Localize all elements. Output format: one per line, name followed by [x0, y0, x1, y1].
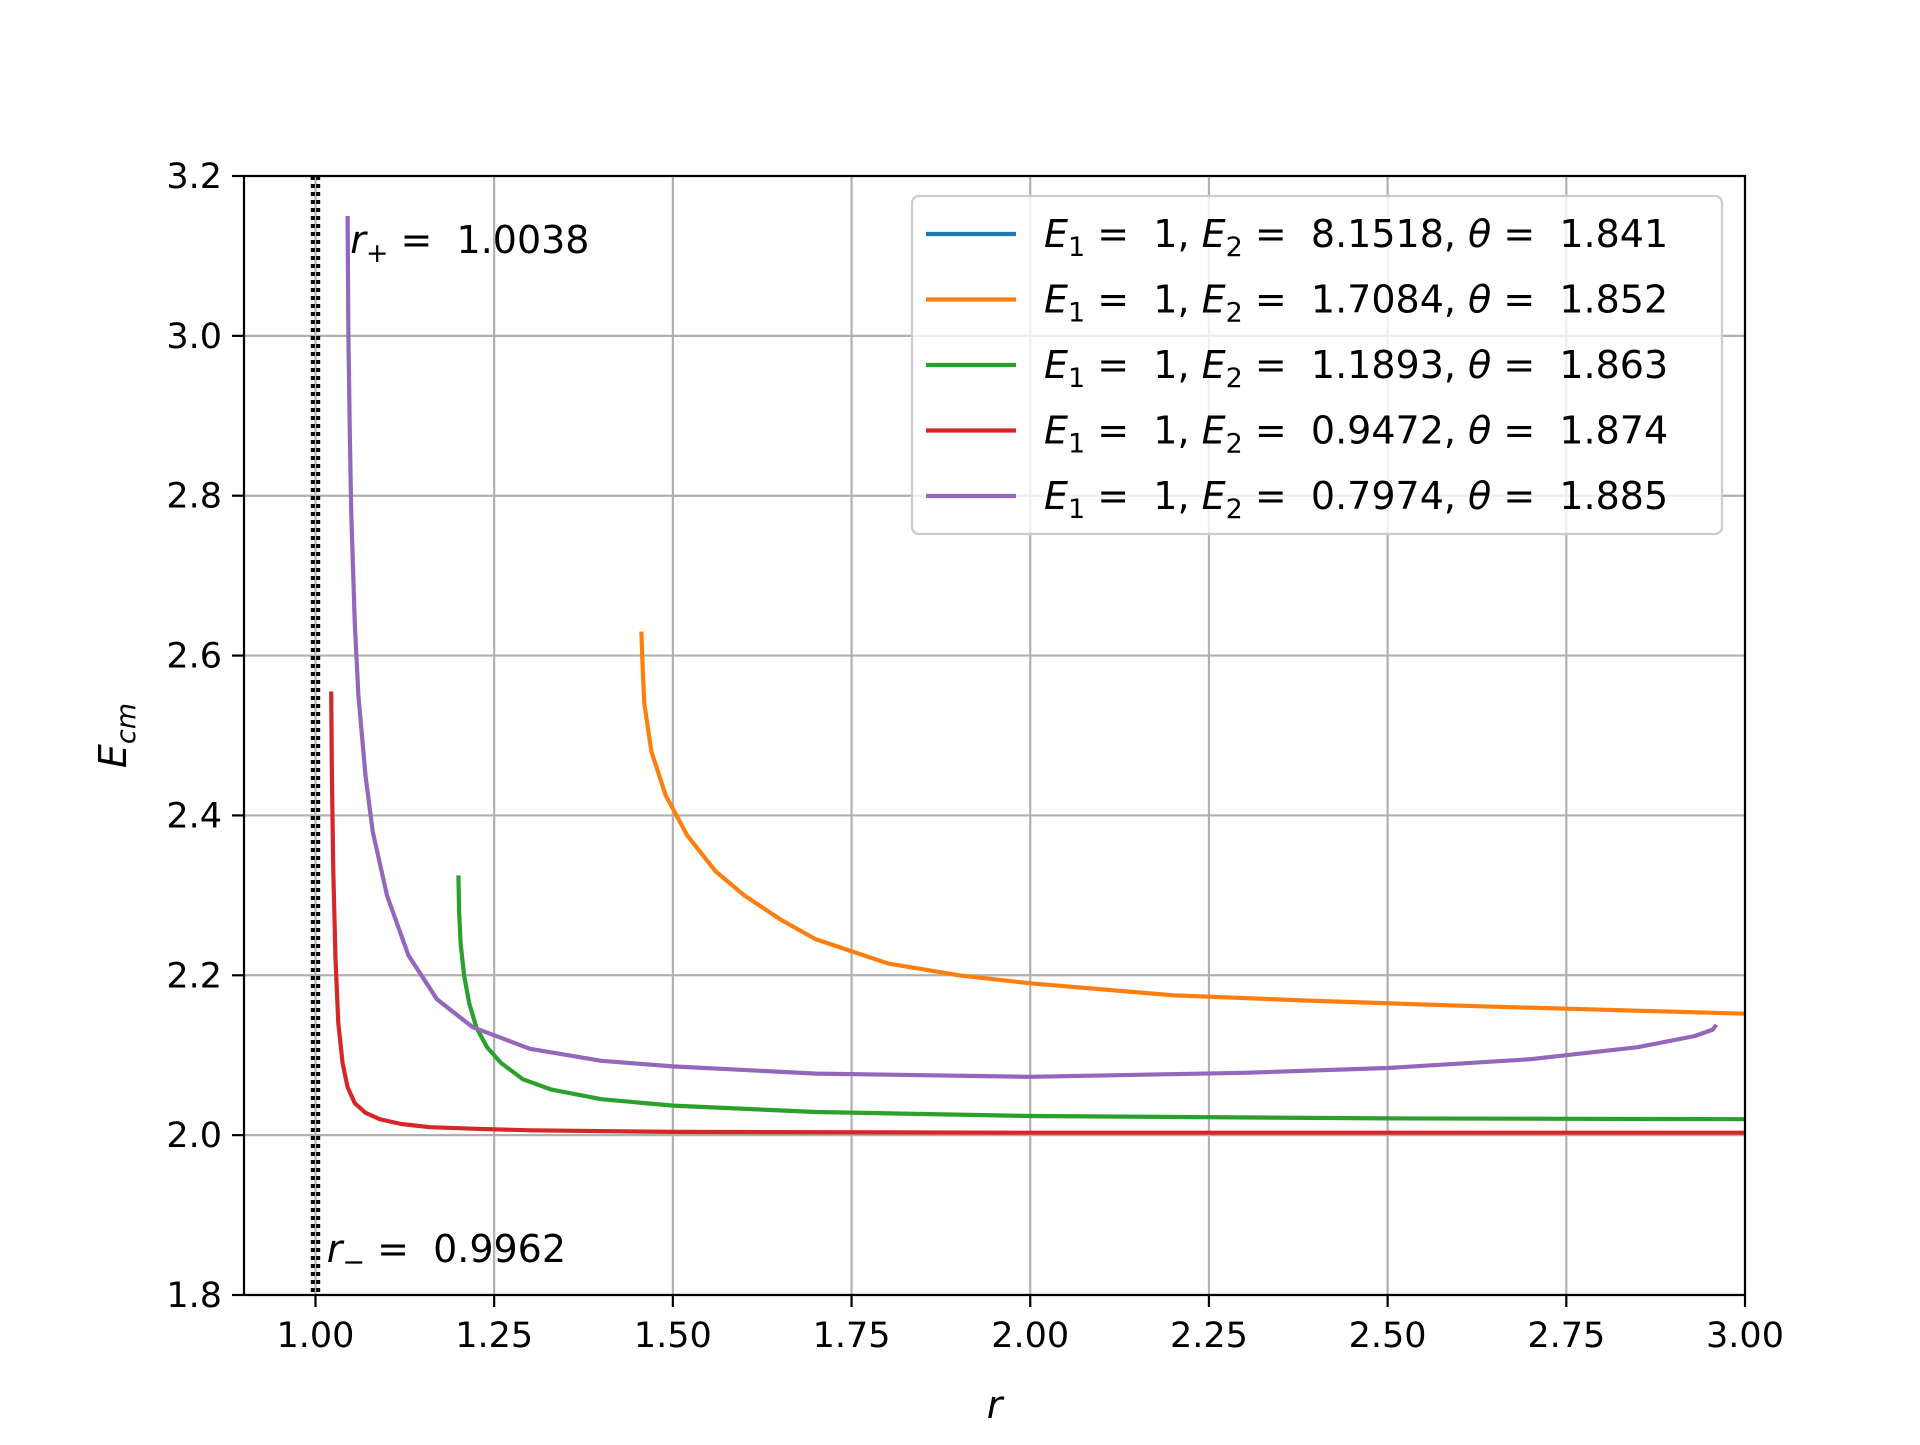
series-line-2 [456, 875, 1746, 1122]
x-tick-label: 3.00 [1706, 1316, 1784, 1356]
legend-entry-2: E1 = 1, E2 = 1.1893, θ = 1.863 [1044, 343, 1668, 394]
x-tick-label: 2.75 [1527, 1316, 1605, 1356]
x-tick-label: 2.00 [991, 1316, 1069, 1356]
series-line-1 [639, 631, 1746, 1016]
x-tick-label: 2.25 [1170, 1316, 1248, 1356]
x-tick-label: 1.50 [634, 1316, 712, 1356]
y-axis-label: Ecm [91, 703, 142, 768]
r-minus-annotation: r− = 0.9962 [327, 1227, 566, 1278]
x-tick-label: 2.50 [1349, 1316, 1427, 1356]
legend: E1 = 1, E2 = 8.1518, θ = 1.841 E1 = 1, E2… [910, 194, 1724, 536]
axis-ticks: 1.00 1.25 1.50 1.75 2.00 2.25 2.50 2.75 3.00 1.8 2… [166, 157, 1784, 1356]
y-tick-label: 2.2 [166, 956, 222, 996]
y-tick-label: 2.4 [166, 796, 222, 836]
y-tick-label: 2.0 [166, 1116, 222, 1156]
horizon-annotations: r+ = 1.0038 r− = 0.9962 [327, 218, 590, 1278]
y-axis-label-text: Ecm [91, 703, 142, 768]
legend-entry-4: E1 = 1, E2 = 0.7974, θ = 1.885 [1044, 474, 1668, 525]
x-tick-label: 1.75 [813, 1316, 891, 1356]
x-tick-label: 1.25 [455, 1316, 533, 1356]
x-axis-label: r [987, 1383, 1005, 1427]
axes-frame [242, 174, 1747, 1297]
series-line-3 [329, 691, 1745, 1135]
legend-entry-1: E1 = 1, E2 = 1.7084, θ = 1.852 [1044, 278, 1668, 329]
series-line-4 [345, 215, 1719, 1079]
legend-box [910, 194, 1724, 536]
y-tick-label: 2.8 [166, 477, 222, 517]
y-tick-label: 3.2 [166, 157, 222, 197]
y-tick-label: 3.0 [166, 317, 222, 357]
horizon-lines [310, 176, 321, 1295]
legend-entry-0: E1 = 1, E2 = 8.1518, θ = 1.841 [1044, 212, 1668, 263]
r-plus-annotation: r+ = 1.0038 [350, 218, 589, 269]
y-tick-label: 1.8 [166, 1276, 222, 1316]
legend-entry-3: E1 = 1, E2 = 0.9472, θ = 1.874 [1044, 409, 1668, 460]
series-lines [329, 215, 1746, 1135]
y-tick-label: 2.6 [166, 637, 222, 677]
x-tick-label: 1.00 [277, 1316, 355, 1356]
